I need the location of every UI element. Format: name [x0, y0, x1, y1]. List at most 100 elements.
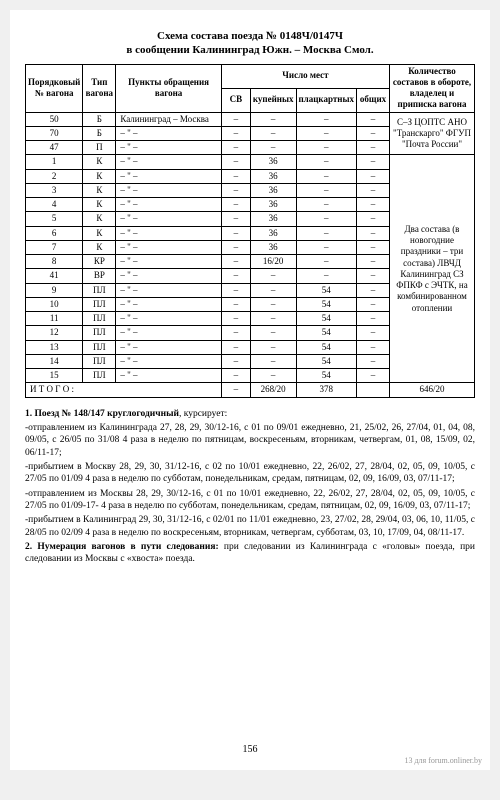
- cell: –: [221, 198, 250, 212]
- cell: Б: [83, 126, 116, 140]
- cell: 3: [26, 183, 83, 197]
- cell: –: [221, 212, 250, 226]
- cell: 36: [250, 183, 296, 197]
- cell: –: [296, 212, 357, 226]
- cell: 36: [250, 198, 296, 212]
- total-sv: –: [221, 383, 250, 397]
- cell: 8: [26, 255, 83, 269]
- cell: –: [357, 212, 390, 226]
- cell: 10: [26, 297, 83, 311]
- cell: – " –: [116, 369, 222, 383]
- info-cell-2: Два состава (в новогодние праздники – тр…: [390, 155, 475, 383]
- cell: 54: [296, 297, 357, 311]
- total-info: 646/20: [390, 383, 475, 397]
- total-obsh: [357, 383, 390, 397]
- cell: –: [250, 312, 296, 326]
- cell: –: [296, 226, 357, 240]
- cell: ПЛ: [83, 369, 116, 383]
- watermark: 13 для forum.onliner.by: [404, 756, 482, 766]
- cell: –: [357, 312, 390, 326]
- cell: –: [296, 198, 357, 212]
- cell: –: [250, 369, 296, 383]
- cell: – " –: [116, 212, 222, 226]
- cell: –: [296, 141, 357, 155]
- schedule-table: Порядковый № вагона Тип вагона Пункты об…: [25, 64, 475, 398]
- cell: 47: [26, 141, 83, 155]
- cell: 36: [250, 169, 296, 183]
- cell: –: [296, 169, 357, 183]
- cell: – " –: [116, 155, 222, 169]
- cell: –: [221, 183, 250, 197]
- cell: –: [221, 369, 250, 383]
- cell: –: [250, 112, 296, 126]
- cell: ПЛ: [83, 297, 116, 311]
- cell: –: [296, 183, 357, 197]
- cell: –: [221, 326, 250, 340]
- cell: – " –: [116, 226, 222, 240]
- cell: 4: [26, 198, 83, 212]
- table-foot: И Т О Г О : – 268/20 378 646/20: [26, 383, 475, 397]
- cell: К: [83, 155, 116, 169]
- title-block: Схема состава поезда № 0148Ч/0147Ч в соо…: [25, 30, 475, 58]
- note-line: 2. Нумерация вагонов в пути следования: …: [25, 541, 475, 566]
- document-page: Схема состава поезда № 0148Ч/0147Ч в соо…: [10, 10, 490, 770]
- cell: –: [296, 269, 357, 283]
- cell: –: [357, 112, 390, 126]
- cell: –: [357, 269, 390, 283]
- cell: 9: [26, 283, 83, 297]
- cell: 5: [26, 212, 83, 226]
- cell: – " –: [116, 169, 222, 183]
- cell: К: [83, 169, 116, 183]
- cell: –: [357, 198, 390, 212]
- cell: –: [296, 255, 357, 269]
- cell: –: [250, 297, 296, 311]
- cell: –: [250, 326, 296, 340]
- cell: –: [357, 183, 390, 197]
- cell: –: [357, 354, 390, 368]
- cell: К: [83, 240, 116, 254]
- col-info: Количество составов в обороте, владелец …: [390, 64, 475, 112]
- total-plats: 378: [296, 383, 357, 397]
- table-row: 1К– " ––36––Два состава (в новогодние пр…: [26, 155, 475, 169]
- cell: –: [221, 112, 250, 126]
- cell: –: [357, 297, 390, 311]
- cell: ПЛ: [83, 354, 116, 368]
- col-kupe: купейных: [250, 88, 296, 112]
- cell: К: [83, 226, 116, 240]
- cell: –: [221, 354, 250, 368]
- cell: –: [296, 126, 357, 140]
- cell: Калининград – Москва: [116, 112, 222, 126]
- cell: –: [357, 226, 390, 240]
- table-head: Порядковый № вагона Тип вагона Пункты об…: [26, 64, 475, 112]
- cell: –: [221, 297, 250, 311]
- cell: 2: [26, 169, 83, 183]
- table-body: 50БКалининград – Москва––––С–З ЦОПТС АНО…: [26, 112, 475, 383]
- cell: –: [221, 226, 250, 240]
- cell: 1: [26, 155, 83, 169]
- total-kupe: 268/20: [250, 383, 296, 397]
- cell: – " –: [116, 326, 222, 340]
- cell: –: [357, 126, 390, 140]
- cell: К: [83, 212, 116, 226]
- cell: –: [221, 141, 250, 155]
- cell: –: [221, 155, 250, 169]
- cell: – " –: [116, 283, 222, 297]
- cell: – " –: [116, 312, 222, 326]
- cell: 54: [296, 326, 357, 340]
- cell: –: [357, 155, 390, 169]
- cell: 36: [250, 212, 296, 226]
- cell: –: [221, 312, 250, 326]
- info-cell-1: С–З ЦОПТС АНО "Транскарго" ФГУП "Почта Р…: [390, 112, 475, 155]
- cell: ПЛ: [83, 326, 116, 340]
- cell: – " –: [116, 126, 222, 140]
- cell: –: [221, 283, 250, 297]
- cell: 54: [296, 369, 357, 383]
- col-order: Порядковый № вагона: [26, 64, 83, 112]
- table-row: 50БКалининград – Москва––––С–З ЦОПТС АНО…: [26, 112, 475, 126]
- cell: –: [221, 169, 250, 183]
- note-line: -отправлением из Москвы 28, 29, 30/12-16…: [25, 488, 475, 513]
- cell: 6: [26, 226, 83, 240]
- cell: –: [296, 112, 357, 126]
- col-plats: плацкартных: [296, 88, 357, 112]
- cell: –: [296, 155, 357, 169]
